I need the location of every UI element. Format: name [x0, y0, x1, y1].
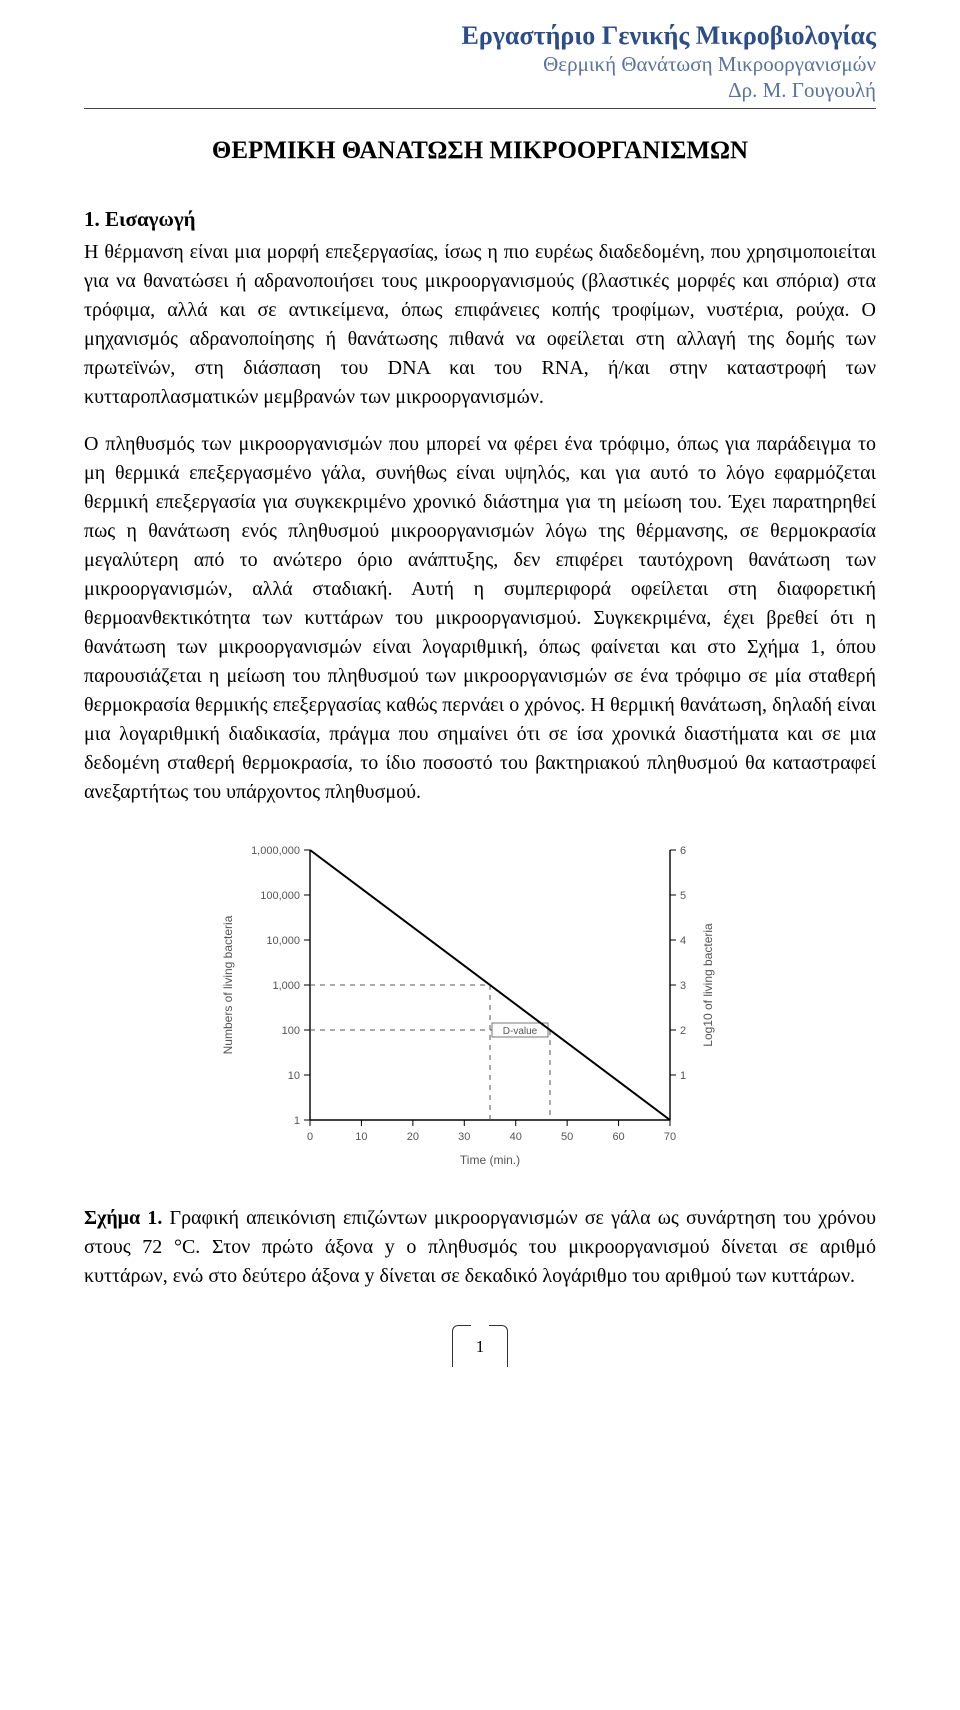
page-number-wrap: 1 [84, 1331, 876, 1367]
svg-text:4: 4 [680, 935, 686, 947]
header-subtitle: Θερμική Θανάτωση Μικροοργανισμών [84, 51, 876, 77]
header-author: Δρ. Μ. Γουγουλή [84, 77, 876, 103]
page-header: Εργαστήριο Γενικής Μικροβιολογίας Θερμικ… [84, 20, 876, 109]
document-title: ΘΕΡΜΙΚΗ ΘΑΝΑΤΩΣΗ ΜΙΚΡΟΟΡΓΑΝΙΣΜΩΝ [84, 137, 876, 165]
svg-text:1,000,000: 1,000,000 [251, 845, 300, 857]
svg-text:Numbers of living bacteria: Numbers of living bacteria [221, 915, 235, 1054]
svg-text:6: 6 [680, 845, 686, 857]
svg-text:50: 50 [561, 1131, 573, 1143]
svg-text:100,000: 100,000 [260, 890, 300, 902]
figure-1-caption-lead: Σχήμα 1. [84, 1207, 162, 1229]
section-1-paragraph-1: Η θέρμανση είναι μια μορφή επεξεργασίας,… [84, 238, 876, 412]
svg-text:3: 3 [680, 980, 686, 992]
svg-text:5: 5 [680, 890, 686, 902]
svg-text:10: 10 [288, 1070, 300, 1082]
svg-text:40: 40 [510, 1131, 522, 1143]
section-1-paragraph-2: Ο πληθυσμός των μικροοργανισμών που μπορ… [84, 430, 876, 807]
svg-text:1,000: 1,000 [272, 980, 300, 992]
svg-text:Time (min.): Time (min.) [460, 1153, 520, 1167]
figure-1-wrap: 0 10 20 30 40 50 60 70 1 10 100 1,000 10,000 100,000 1… [84, 825, 876, 1190]
svg-text:60: 60 [612, 1131, 624, 1143]
section-1-heading: 1. Εισαγωγή [84, 207, 876, 232]
svg-text:100: 100 [282, 1025, 300, 1037]
page: Εργαστήριο Γενικής Μικροβιολογίας Θερμικ… [0, 0, 960, 1407]
figure-1-caption-text: Γραφική απεικόνιση επιζώντων μικροοργανι… [84, 1207, 876, 1287]
figure-1-chart: 0 10 20 30 40 50 60 70 1 10 100 1,000 10,000 100,000 1… [200, 825, 760, 1185]
svg-text:2: 2 [680, 1025, 686, 1037]
svg-text:70: 70 [664, 1131, 676, 1143]
svg-text:30: 30 [458, 1131, 470, 1143]
header-lab-title: Εργαστήριο Γενικής Μικροβιολογίας [84, 20, 876, 51]
figure-1-caption: Σχήμα 1. Γραφική απεικόνιση επιζώντων μι… [84, 1204, 876, 1291]
page-number: 1 [456, 1331, 505, 1367]
svg-text:Log10 of living bacteria: Log10 of living bacteria [701, 923, 715, 1047]
svg-text:D-value: D-value [503, 1026, 538, 1037]
svg-text:10: 10 [355, 1131, 367, 1143]
svg-text:0: 0 [307, 1131, 313, 1143]
svg-text:1: 1 [680, 1070, 686, 1082]
svg-text:10,000: 10,000 [266, 935, 300, 947]
svg-text:20: 20 [407, 1131, 419, 1143]
svg-text:1: 1 [294, 1115, 300, 1127]
